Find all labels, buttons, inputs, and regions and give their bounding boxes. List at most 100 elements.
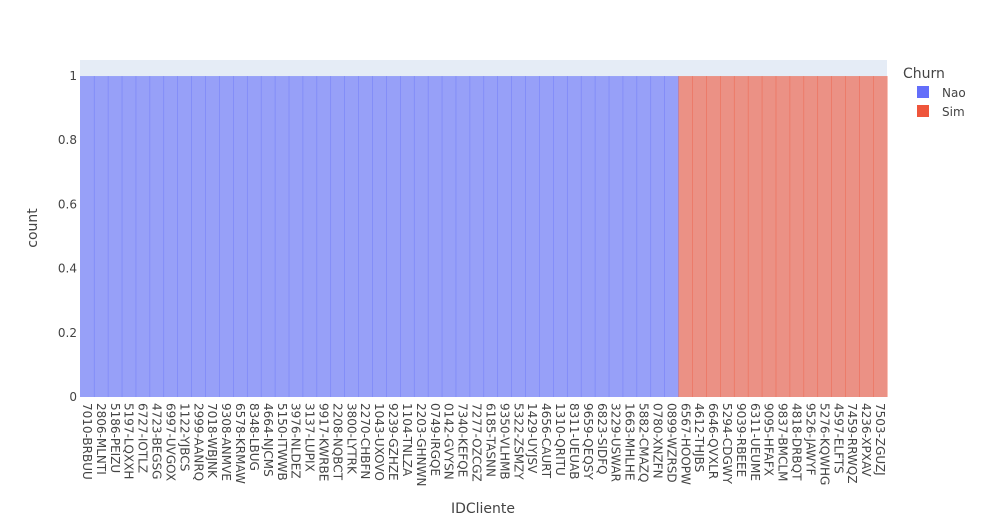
bar-nao-1663-mhlhe[interactable]: [622, 76, 638, 398]
bar-nao-9350-vlhmb[interactable]: [497, 76, 512, 398]
x-tick-label: 6823-SIDFQ: [595, 403, 609, 475]
bar-nao-7010-brbuu[interactable]: [80, 76, 95, 398]
x-axis-ticks: 7010-BRBUU 2806-MLNTI 5186-PEIZU 5197-LQXXH…: [80, 403, 887, 486]
bar-nao-3976-nldez[interactable]: [288, 76, 304, 398]
x-tick-label: 1104-TNLZA: [400, 403, 414, 477]
bar-nao-9308-anmve[interactable]: [219, 76, 234, 398]
x-tick-label: 3229-USWAR: [609, 403, 623, 482]
bar-nao-2999-aanrq[interactable]: [191, 76, 206, 398]
bar-sim-6311-ueume[interactable]: [747, 76, 763, 398]
x-tick-label: 2208-NQBCT: [330, 403, 344, 481]
x-tick-label: 6185-TASNN: [483, 403, 497, 477]
legend-label-nao: Nao: [942, 86, 966, 100]
x-tick-label: 8348-LBUG: [247, 403, 261, 471]
legend-swatch-nao: [917, 86, 929, 98]
x-tick-label: 4818-DRBQT: [790, 403, 804, 481]
bar-nao-5882-cmazq[interactable]: [636, 76, 652, 398]
bar-nao-4656-caurt[interactable]: [539, 76, 554, 398]
bar-nao-6997-uvgox[interactable]: [163, 76, 178, 398]
x-tick-label: 5276-KQWHG: [817, 403, 831, 485]
bar-nao-6823-sidfq[interactable]: [594, 76, 610, 398]
legend-item-nao[interactable]: Nao: [917, 86, 966, 100]
x-tick-label: 9659-QEQSY: [581, 403, 595, 480]
bar-nao-1122-yjbcs[interactable]: [177, 76, 192, 398]
bar-nao-8311-ueuab[interactable]: [566, 76, 582, 398]
bar-sim-4597-elfts[interactable]: [831, 76, 846, 398]
x-tick-label: 6997-UVGOX: [163, 403, 177, 481]
bar-sim-7459-rrwqz[interactable]: [845, 76, 860, 398]
bar-nao-1429-uyjsv[interactable]: [525, 76, 540, 398]
legend-title: Churn: [903, 66, 945, 82]
x-tick-label: 4612-THJBS: [692, 403, 706, 472]
x-tick-label: 2203-GHNWN: [414, 403, 428, 486]
x-tick-label: 9350-VLHMB: [497, 403, 511, 480]
bar-nao-9659-qeqsy[interactable]: [580, 76, 596, 398]
bar-nao-0899-wzrsd[interactable]: [664, 76, 679, 398]
x-tick-label: 3976-NLDEZ: [289, 403, 303, 479]
x-tick-label: 9095-HFAFX: [762, 403, 776, 476]
bar-nao-9239-gzhze[interactable]: [386, 76, 401, 398]
bar-nao-5322-zsmzy[interactable]: [511, 76, 526, 398]
bar-nao-7277-ozcgz[interactable]: [469, 76, 485, 398]
bar-sim-5276-kqwhg[interactable]: [817, 76, 832, 398]
bar-nao-2270-chbfn[interactable]: [358, 76, 373, 398]
x-tick-label: 5197-LQXXH: [122, 403, 136, 479]
bar-nao-0780-xnzfn[interactable]: [650, 76, 665, 398]
bar-sim-4236-xpxav[interactable]: [859, 76, 874, 398]
bar-nao-9917-kwrbe[interactable]: [316, 76, 332, 398]
y-axis-title: count: [25, 208, 41, 248]
x-tick-label: 6727-IOTLZ: [136, 403, 150, 473]
bar-nao-5186-peizu[interactable]: [107, 76, 123, 398]
bar-nao-2203-ghnwn[interactable]: [413, 76, 429, 398]
x-tick-label: 5294-CDGWY: [720, 403, 734, 485]
bar-nao-6727-iotlz[interactable]: [135, 76, 151, 398]
bar-nao-1043-uxovo[interactable]: [372, 76, 387, 398]
bar-nao-1310-qritu[interactable]: [553, 76, 568, 398]
bar-nao-2208-nqbct[interactable]: [330, 76, 345, 398]
x-tick-label: 9526-JAWYF: [803, 403, 817, 476]
x-tick-label: 7459-RRWQZ: [845, 403, 859, 484]
x-tick-label: 9837-BMCLM: [776, 403, 790, 481]
bar-nao-7018-wbjnk[interactable]: [205, 76, 220, 398]
bar-sim-9039-rbeee[interactable]: [733, 76, 749, 398]
bar-nao-1104-tnlza[interactable]: [400, 76, 415, 398]
y-tick-label: 0: [69, 390, 77, 404]
x-tick-label: 6311-UEUME: [748, 403, 762, 481]
bar-sim-6646-qvxlr[interactable]: [706, 76, 721, 398]
x-tick-label: 1429-UYJSV: [525, 403, 539, 474]
bar-sim-6567-hoopw[interactable]: [678, 76, 693, 398]
legend-item-sim[interactable]: Sim: [917, 105, 965, 119]
bar-nao-4723-begsg[interactable]: [149, 76, 165, 398]
bar-nao-2806-mlnti[interactable]: [93, 76, 109, 398]
x-tick-label: 5186-PEIZU: [108, 403, 122, 473]
bar-sim-4612-thjbs[interactable]: [692, 76, 707, 398]
bar-sim-7503-zguzj[interactable]: [873, 76, 888, 398]
x-tick-label: 9917-KWRBE: [316, 403, 330, 481]
x-tick-label: 0899-WZRSD: [664, 403, 678, 483]
bar-nao-0142-gvysn[interactable]: [441, 76, 457, 398]
x-tick-label: 1663-MHLHE: [623, 403, 637, 481]
bar-nao-5197-lqxxh[interactable]: [121, 76, 137, 398]
bar-nao-3229-uswar[interactable]: [608, 76, 624, 398]
bar-sim-4818-drbqt[interactable]: [789, 76, 805, 398]
bar-nao-7340-kefqe[interactable]: [455, 76, 471, 398]
x-tick-label: 4723-BEGSG: [150, 403, 164, 479]
bar-sim-9526-jawyf[interactable]: [803, 76, 819, 398]
bar-sim-5294-cdgwy[interactable]: [720, 76, 735, 398]
x-tick-label: 7010-BRBUU: [80, 403, 94, 480]
bar-nao-6578-krmaw[interactable]: [233, 76, 248, 398]
x-tick-label: 5150-ITWWB: [275, 403, 289, 481]
x-tick-label: 1043-UXOVO: [372, 403, 386, 481]
bar-nao-5150-itwwb[interactable]: [274, 76, 290, 398]
bar-nao-3800-lytrk[interactable]: [344, 76, 359, 398]
bars-layer: [80, 76, 888, 398]
bar-sim-9095-hfafx[interactable]: [761, 76, 777, 398]
bar-nao-0749-irgqe[interactable]: [427, 76, 443, 398]
x-tick-label: 2999-AANRQ: [191, 403, 205, 481]
bar-nao-4664-njcms[interactable]: [260, 76, 276, 398]
bar-nao-3137-lupix[interactable]: [302, 76, 318, 398]
bar-nao-6185-tasnn[interactable]: [483, 76, 499, 398]
bar-sim-9837-bmclm[interactable]: [775, 76, 791, 398]
bar-nao-8348-lbug[interactable]: [246, 76, 262, 398]
